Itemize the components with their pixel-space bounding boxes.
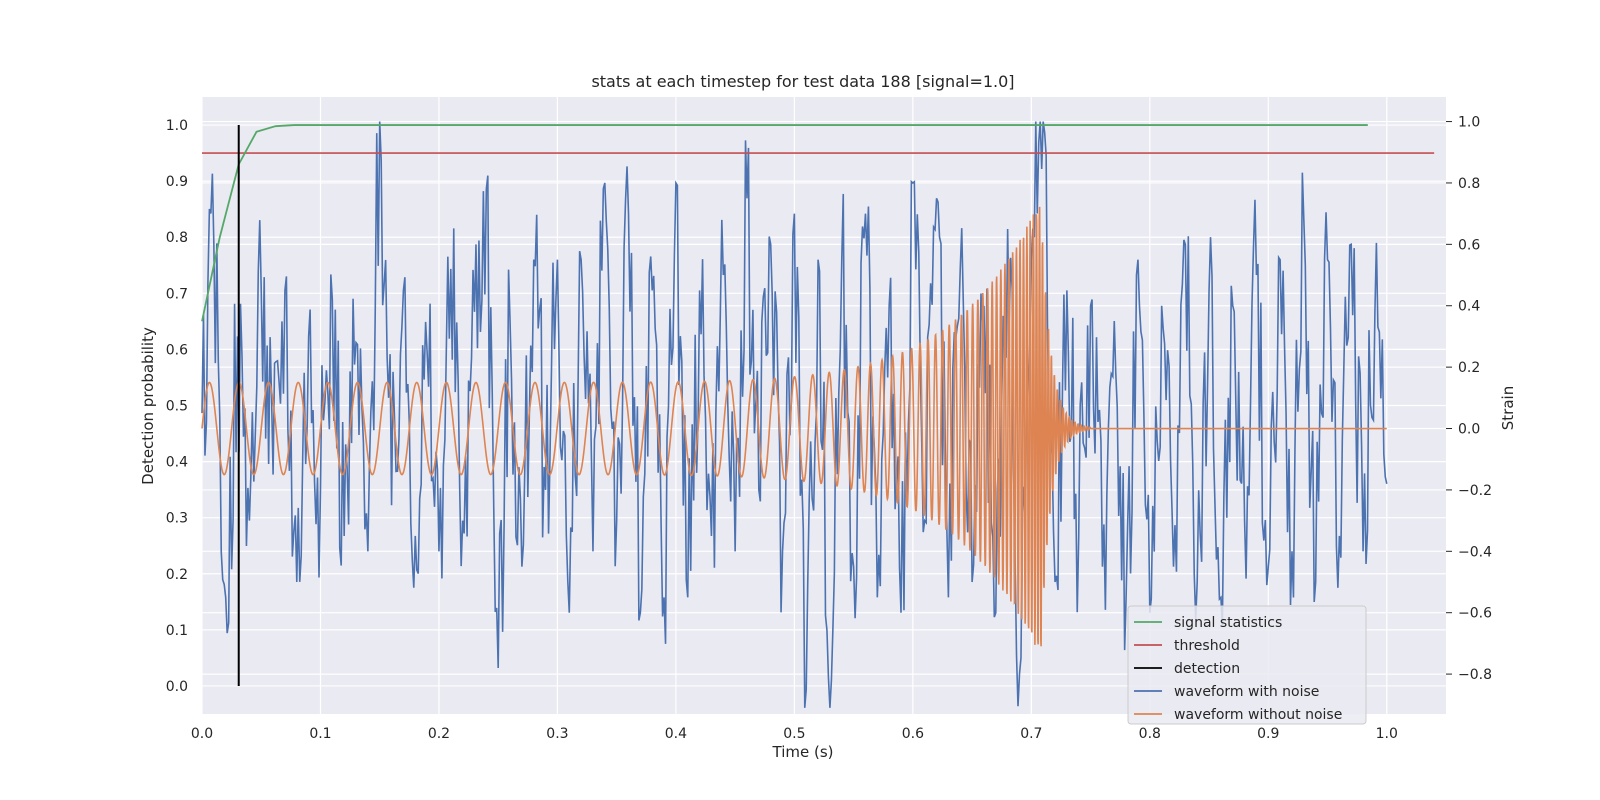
- y2-tick-label: 0.8: [1458, 176, 1480, 192]
- legend-label: threshold: [1174, 638, 1240, 654]
- y2-axis-label: Strain: [1499, 386, 1517, 430]
- x-axis: 0.0 0.1 0.2 0.3 0.4 0.5 0.6 0.7 0.8 0.9 1.0: [191, 726, 1398, 742]
- legend-label: waveform with noise: [1174, 684, 1319, 700]
- y-tick-label: 0.8: [166, 230, 188, 246]
- y-tick-label: 0.9: [166, 174, 188, 190]
- x-tick-label: 0.9: [1257, 726, 1279, 742]
- y-axis-right: −0.8 −0.6 −0.4 −0.2 0.0 0.2 0.4 0.6 0.8 1.0: [1446, 115, 1492, 683]
- y2-tick-label: 1.0: [1458, 115, 1480, 131]
- series-waveform-with-noise: [201, 121, 1388, 708]
- legend: signal statistics threshold detection wavef…: [1127, 605, 1367, 725]
- x-tick-label: 0.8: [1139, 726, 1161, 742]
- y-tick-label: 0.5: [166, 399, 188, 415]
- y-axis-left: 0.0 0.1 0.2 0.3 0.4 0.5 0.6 0.7 0.8 0.9 1.0: [166, 118, 188, 695]
- y-tick-label: 0.7: [166, 286, 188, 302]
- x-axis-label: Time (s): [772, 743, 834, 761]
- y-tick-label: 1.0: [166, 118, 188, 134]
- chart-title: stats at each timestep for test data 188…: [591, 72, 1014, 91]
- y2-tick-label: 0.2: [1458, 360, 1480, 376]
- x-tick-label: 1.0: [1376, 726, 1398, 742]
- y-tick-label: 0.4: [166, 455, 188, 471]
- y-tick-label: 0.2: [166, 567, 188, 583]
- series-signal-statistics: [201, 124, 1368, 322]
- x-tick-label: 0.5: [783, 726, 805, 742]
- x-tick-label: 0.6: [902, 726, 924, 742]
- y2-tick-label: −0.2: [1458, 483, 1492, 499]
- y-tick-label: 0.3: [166, 511, 188, 527]
- y-axis-label: Detection probability: [139, 327, 157, 485]
- series-waveform-without-noise: [201, 206, 1387, 647]
- x-tick-label: 0.7: [1020, 726, 1042, 742]
- x-tick-label: 0.2: [428, 726, 450, 742]
- x-tick-label: 0.0: [191, 726, 213, 742]
- y2-tick-label: −0.8: [1458, 667, 1492, 683]
- legend-label: signal statistics: [1174, 615, 1282, 631]
- y-tick-label: 0.0: [166, 679, 188, 695]
- x-tick-label: 0.4: [665, 726, 687, 742]
- y2-tick-label: −0.4: [1458, 544, 1492, 560]
- legend-label: waveform without noise: [1174, 707, 1342, 723]
- x-tick-label: 0.3: [546, 726, 568, 742]
- y2-tick-label: 0.4: [1458, 299, 1480, 315]
- y2-tick-label: 0.6: [1458, 237, 1480, 253]
- legend-label: detection: [1174, 661, 1240, 677]
- y-tick-label: 0.6: [166, 342, 188, 358]
- y-tick-label: 0.1: [166, 623, 188, 639]
- legend-box: [1127, 605, 1367, 725]
- y2-tick-label: −0.6: [1458, 606, 1492, 622]
- y2-tick-label: 0.0: [1458, 422, 1480, 438]
- x-tick-label: 0.1: [309, 726, 331, 742]
- series-layer: [201, 121, 1435, 708]
